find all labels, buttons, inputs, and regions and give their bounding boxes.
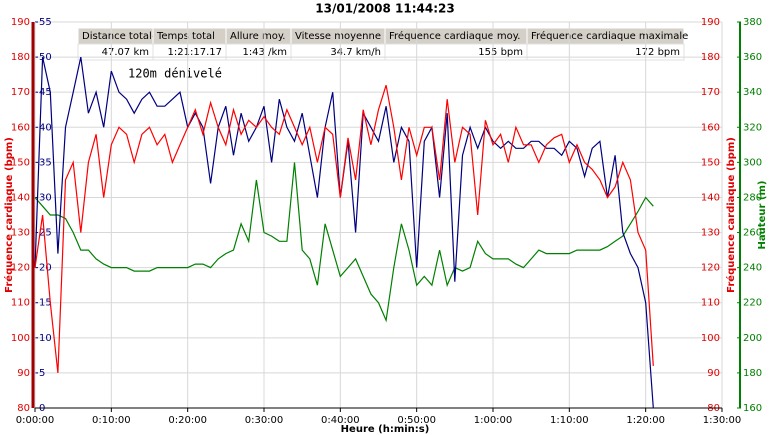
y-tick-label: 150 (11, 157, 30, 168)
y-tick-label: 170 (11, 87, 30, 98)
y-tick-label-right: 120 (701, 263, 720, 274)
table-value: 172 bpm (635, 47, 680, 58)
y-tick-label-right: 170 (701, 87, 720, 98)
x-tick-label: 0:40:00 (321, 415, 360, 426)
y2-tick-label: 380 (743, 17, 762, 28)
y-tick-label-right: 190 (701, 17, 720, 28)
y-tick-label-right: 110 (701, 298, 720, 309)
x-tick-label: 0:50:00 (397, 415, 436, 426)
y2-tick-label: 200 (743, 333, 762, 344)
y2-tick-label: 220 (743, 298, 762, 309)
y-axis-label: Fréquence cardiaque (bpm) (3, 137, 15, 293)
annotation: 120m dénivelé (128, 67, 222, 81)
y-tick-label: 130 (11, 228, 30, 239)
table-value: 1:21:17.17 (168, 47, 222, 58)
y-tick-label-right: 150 (701, 157, 720, 168)
y3-tick-label: 5 (39, 368, 45, 379)
table-header: Vitesse moyenne (295, 31, 381, 42)
y3-tick-label: 35 (39, 157, 52, 168)
table-value: 47.07 km (102, 47, 149, 58)
y-tick-label-right: 180 (701, 52, 720, 63)
y-tick-label-right: 160 (701, 122, 720, 133)
y-tick-label: 110 (11, 298, 30, 309)
table-value: 1:43 /km (242, 47, 287, 58)
y2-axis-label: Hauteur (m) (757, 181, 768, 250)
y2-tick-label: 260 (743, 228, 762, 239)
y-tick-label-right: 130 (701, 228, 720, 239)
y-tick-label: 90 (17, 368, 30, 379)
x-tick-label: 0:00:00 (16, 415, 55, 426)
chart-title: 13/01/2008 11:44:23 (315, 2, 454, 16)
table-header: Fréquence cardiaque moy. (389, 30, 520, 42)
series-line (34, 162, 654, 323)
table-value: 155 bpm (478, 47, 523, 58)
x-tick-label: 1:30:00 (703, 415, 742, 426)
x-tick-label: 0:10:00 (92, 415, 131, 426)
y-axis-label-right: Fréquence cardiaque (bpm) (725, 137, 737, 293)
y3-tick-label: 40 (39, 122, 52, 133)
summary-table: Distance totale 47.07 km Temps total 1:21:1… (77, 27, 688, 61)
y-tick-label: 140 (11, 192, 30, 203)
table-cell (526, 43, 685, 61)
x-tick-label: 1:10:00 (550, 415, 589, 426)
x-tick-label: 0:20:00 (168, 415, 207, 426)
y-tick-label-right: 140 (701, 192, 720, 203)
y2-tick-label: 180 (743, 368, 762, 379)
y2-tick-label: 280 (743, 192, 762, 203)
y3-tick-label: 30 (39, 192, 52, 203)
y3-tick-label: 20 (39, 263, 52, 274)
table-header: Allure moy. (230, 31, 286, 42)
y3-tick-label: 10 (39, 333, 52, 344)
x-tick-label: 1:00:00 (474, 415, 513, 426)
x-tick-label: 1:20:00 (626, 415, 665, 426)
y3-tick-label: 55 (39, 17, 52, 28)
x-axis-label: Heure (h:min:s) (341, 424, 430, 435)
y2-tick-label: 320 (743, 122, 762, 133)
y3-tick-label: 25 (39, 228, 52, 239)
y2-tick-label: 360 (743, 52, 762, 63)
y2-tick-label: 300 (743, 157, 762, 168)
table-header: Temps total (156, 31, 215, 42)
y3-tick-label: 45 (39, 87, 52, 98)
y-tick-label: 80 (17, 403, 30, 414)
y3-tick-label: 50 (39, 52, 52, 63)
x-tick-label: 0:30:00 (245, 415, 284, 426)
y-tick-label-right: 90 (707, 368, 720, 379)
y-tick-label: 120 (11, 263, 30, 274)
table-header: Fréquence cardiaque maximale (531, 30, 688, 42)
table-value: 34.7 km/h (330, 47, 381, 58)
y-tick-label: 180 (11, 52, 30, 63)
y2-tick-label: 340 (743, 87, 762, 98)
y2-tick-label: 240 (743, 263, 762, 274)
table-header: Distance totale (82, 31, 158, 42)
series-line (34, 85, 654, 373)
y3-tick-label: 15 (39, 298, 52, 309)
y-tick-label: 160 (11, 122, 30, 133)
y2-tick-label: 160 (743, 403, 762, 414)
y-tick-label: 100 (11, 333, 30, 344)
y-tick-label: 190 (11, 17, 30, 28)
y-tick-label-right: 100 (701, 333, 720, 344)
